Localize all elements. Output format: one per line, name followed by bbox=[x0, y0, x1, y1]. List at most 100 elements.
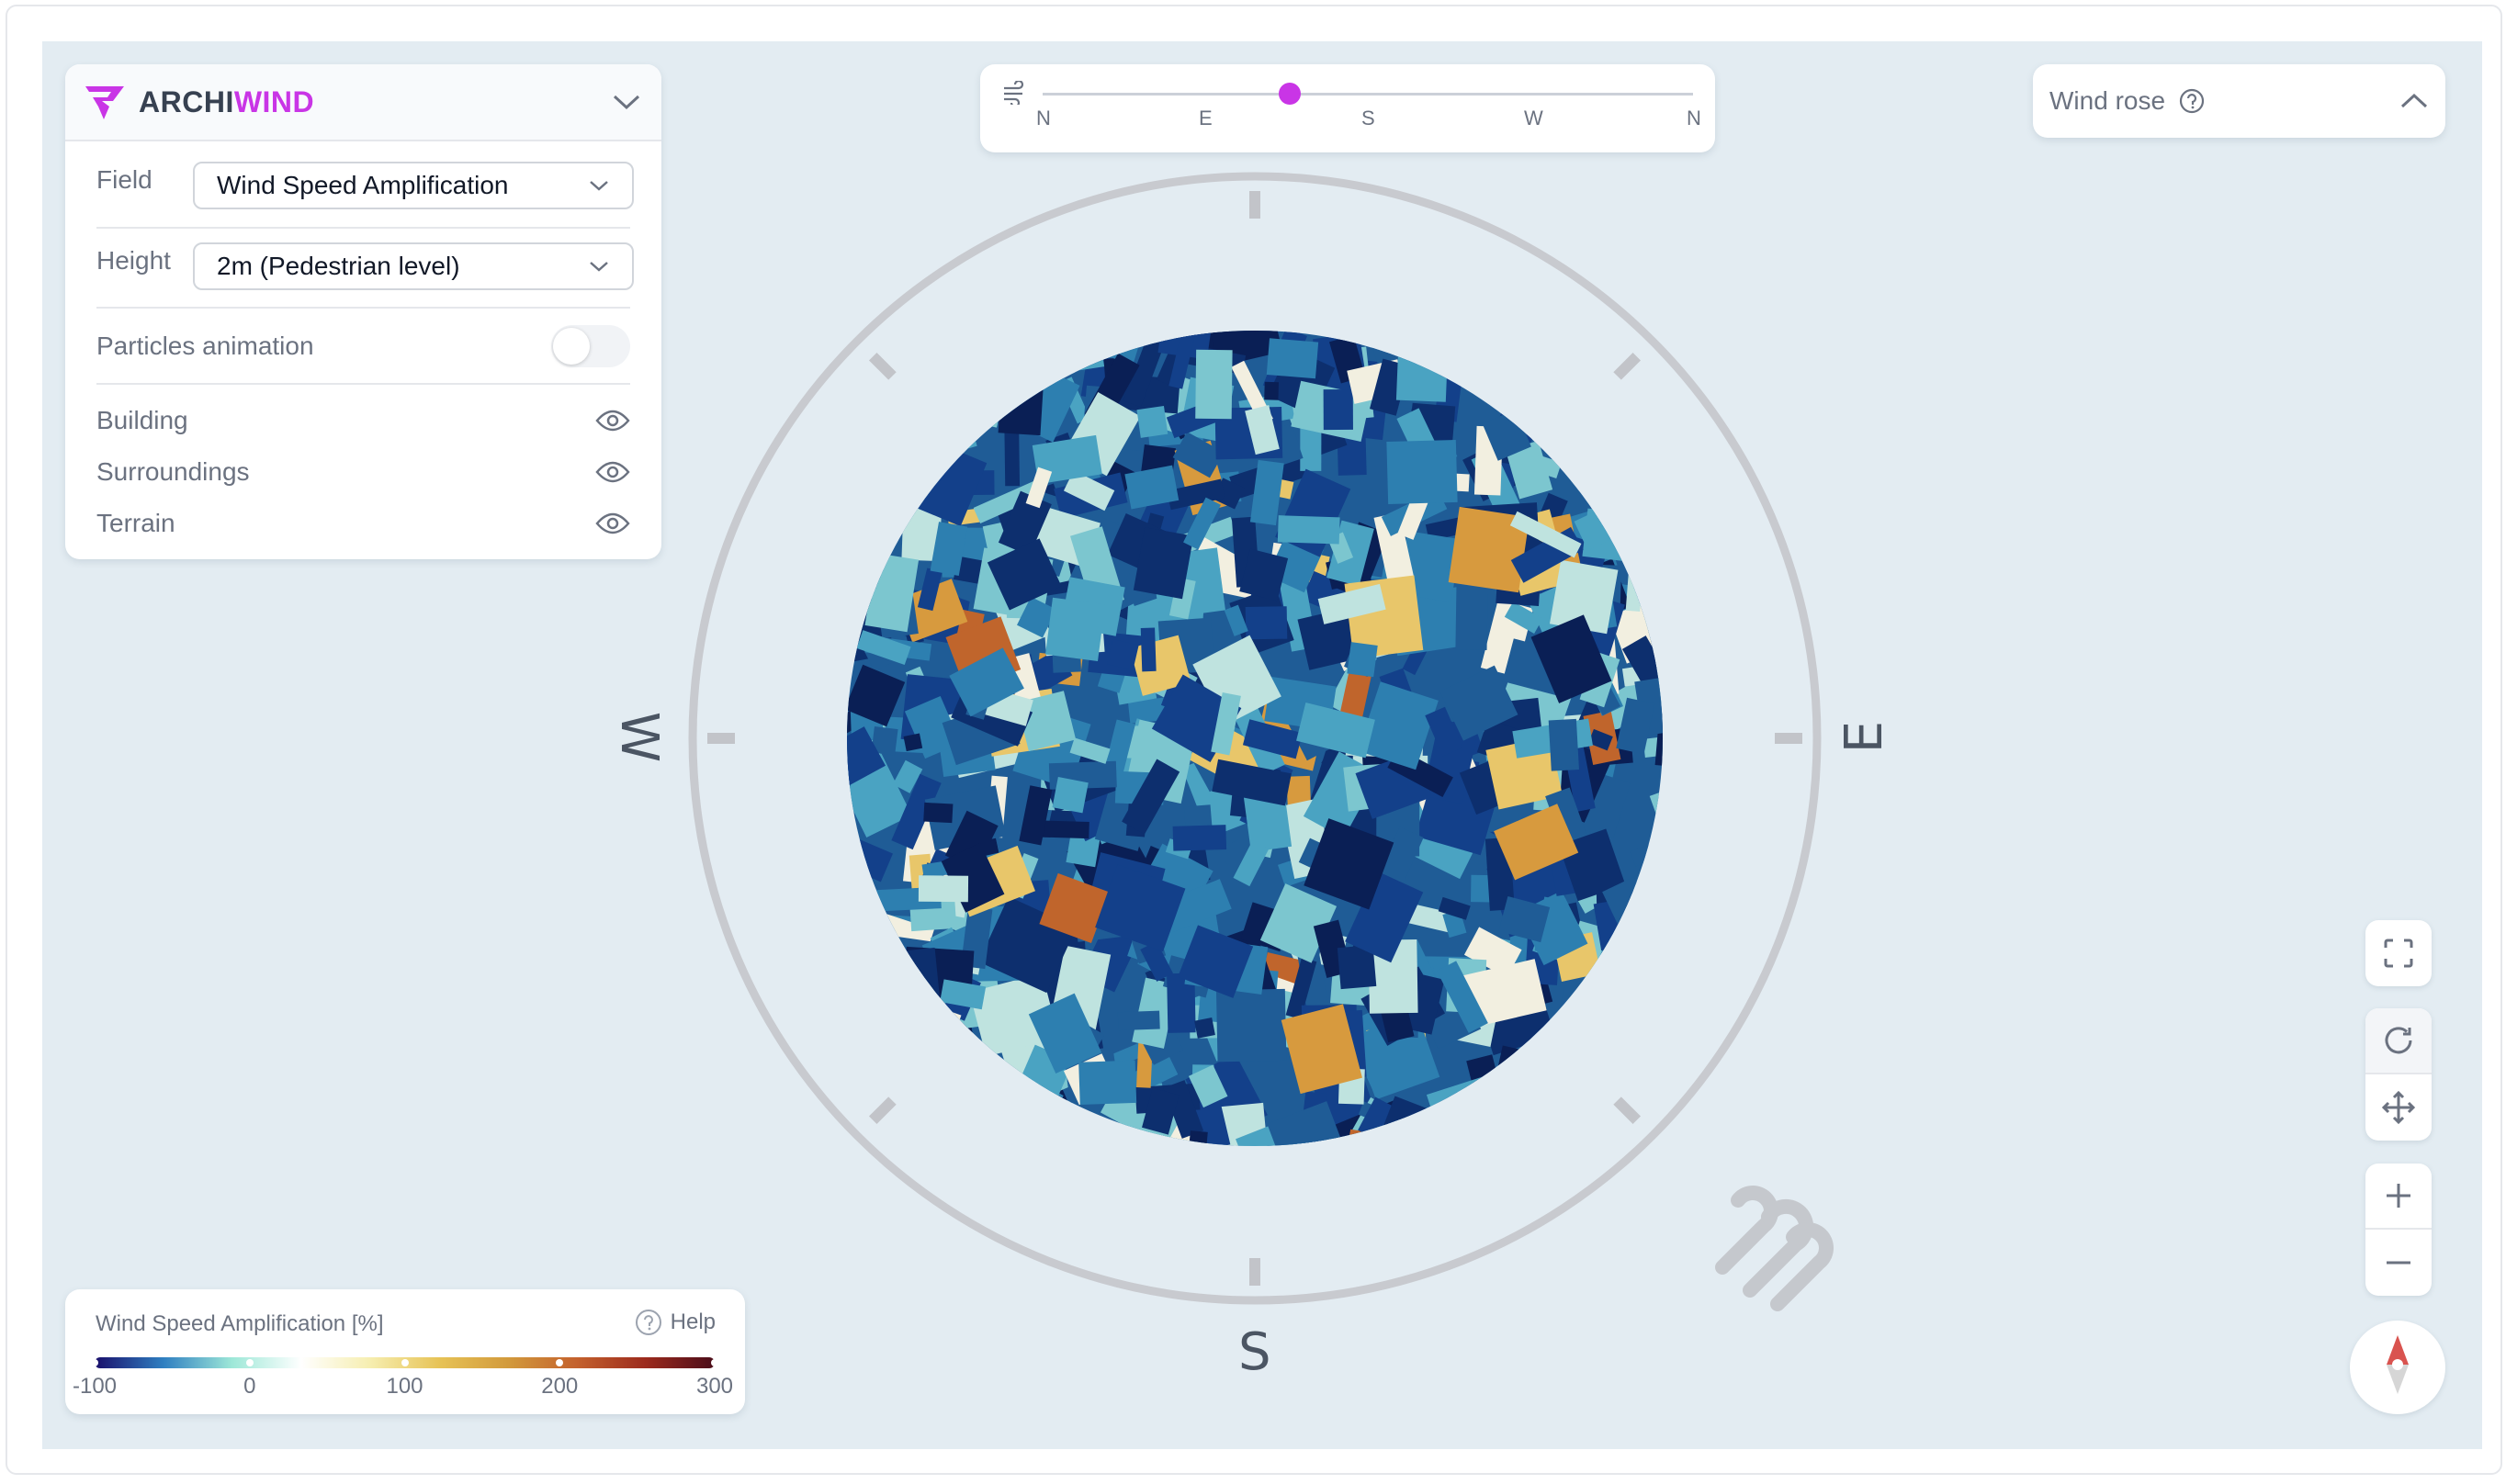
map-cell bbox=[916, 444, 988, 527]
map-cell bbox=[856, 630, 911, 665]
wind-rose-toggle[interactable]: Wind rose bbox=[2033, 64, 2445, 138]
map-cell bbox=[1004, 421, 1021, 487]
map-cell bbox=[847, 726, 886, 793]
map-cell bbox=[1052, 777, 1089, 814]
map-cell bbox=[1323, 388, 1353, 431]
map-cell bbox=[1036, 230, 1078, 287]
map-cell bbox=[1461, 248, 1541, 320]
slider-tick-label: S bbox=[1361, 107, 1375, 129]
map-cell bbox=[1598, 966, 1663, 996]
map-cell bbox=[918, 875, 969, 903]
map-cell bbox=[1032, 331, 1099, 354]
zoom-in-button[interactable] bbox=[2365, 1164, 2432, 1230]
map-cell bbox=[1337, 944, 1377, 990]
map-cell bbox=[1494, 804, 1579, 881]
map-cell bbox=[1140, 940, 1173, 982]
eye-icon[interactable] bbox=[595, 408, 630, 433]
field-select[interactable]: Wind Speed Amplification bbox=[193, 162, 634, 209]
map-cell bbox=[969, 972, 1059, 1057]
minus-icon bbox=[2387, 1261, 2410, 1265]
map-cell bbox=[923, 802, 954, 824]
map-cell bbox=[1321, 1177, 1407, 1252]
particles-toggle[interactable] bbox=[551, 325, 630, 367]
height-select[interactable]: 2m (Pedestrian level) bbox=[193, 242, 634, 290]
map-cell bbox=[1069, 737, 1111, 764]
map-cell bbox=[1095, 1176, 1135, 1242]
compass-tick bbox=[1613, 352, 1642, 380]
map-cell bbox=[1602, 406, 1640, 478]
panel-header[interactable]: ARCHIWIND bbox=[65, 64, 661, 141]
map-cell bbox=[1509, 511, 1582, 558]
zoom-out-button[interactable] bbox=[2365, 1230, 2432, 1296]
help-button[interactable]: Help bbox=[634, 1308, 716, 1337]
map-cell bbox=[1373, 512, 1415, 586]
slider-tick-label: E bbox=[1199, 107, 1213, 129]
map-cell bbox=[1242, 719, 1303, 759]
map-cell bbox=[1178, 925, 1254, 998]
wind-icon bbox=[1004, 81, 1024, 105]
fullscreen-icon bbox=[2384, 939, 2413, 968]
map-cell bbox=[998, 387, 1044, 436]
help-icon[interactable] bbox=[2178, 87, 2206, 115]
map-cell bbox=[1225, 1153, 1291, 1230]
wind-field-map[interactable] bbox=[787, 229, 1822, 1330]
map-cell bbox=[1215, 988, 1287, 1062]
map-cell bbox=[1621, 502, 1653, 558]
map-cell bbox=[1167, 972, 1196, 1033]
map-cell bbox=[1338, 666, 1372, 722]
rotate-button[interactable] bbox=[2365, 1008, 2432, 1074]
map-cell bbox=[1368, 939, 1418, 1014]
map-cell bbox=[1358, 681, 1439, 770]
map-cell bbox=[1317, 583, 1386, 624]
map-cell bbox=[1345, 1129, 1383, 1146]
fullscreen-button[interactable] bbox=[2365, 920, 2432, 986]
map-cell bbox=[1277, 515, 1340, 545]
map-cell bbox=[1531, 1096, 1605, 1146]
map-cell bbox=[1554, 331, 1611, 376]
map-cell bbox=[1587, 728, 1613, 751]
pan-button[interactable] bbox=[2365, 1074, 2432, 1141]
map-cell bbox=[847, 664, 906, 727]
map-cell bbox=[1445, 331, 1481, 358]
chevron-up-icon[interactable] bbox=[2399, 92, 2429, 110]
legend-tick-label: 0 bbox=[243, 1374, 256, 1399]
map-cell bbox=[1397, 490, 1430, 540]
map-cell bbox=[1172, 825, 1227, 851]
slider-thumb[interactable] bbox=[1279, 83, 1302, 105]
map-cell bbox=[1504, 601, 1543, 634]
map-cell bbox=[1167, 478, 1225, 511]
map-cell bbox=[1017, 596, 1057, 638]
map-cell bbox=[940, 979, 987, 1010]
map-cell bbox=[1136, 406, 1168, 438]
slider-track[interactable] bbox=[1043, 93, 1693, 96]
archiwind-logo-icon bbox=[85, 86, 124, 119]
map-cell bbox=[1460, 1186, 1508, 1218]
layer-label-surroundings: Surroundings bbox=[96, 457, 250, 486]
map-cell bbox=[1723, 827, 1798, 895]
map-cell bbox=[1504, 373, 1535, 411]
compass-button[interactable] bbox=[2350, 1321, 2445, 1414]
map-cell bbox=[1561, 1082, 1597, 1133]
layer-label-terrain: Terrain bbox=[96, 509, 175, 537]
map-cell bbox=[1194, 1017, 1215, 1039]
map-cell bbox=[1484, 1006, 1555, 1056]
eye-icon[interactable] bbox=[595, 511, 630, 536]
map-cell bbox=[1669, 475, 1740, 525]
map-cell bbox=[1259, 883, 1338, 963]
legend-tick-dot bbox=[245, 1359, 254, 1366]
map-cell bbox=[1044, 1180, 1064, 1202]
map-cell bbox=[1475, 1127, 1531, 1146]
map-cell bbox=[930, 522, 968, 577]
map-cell bbox=[1124, 465, 1180, 510]
compass-needle-icon bbox=[2387, 1335, 2409, 1394]
map-cell bbox=[1304, 818, 1394, 910]
color-legend: Wind Speed Amplification [%] Help -100 0 1… bbox=[65, 1289, 745, 1414]
eye-icon[interactable] bbox=[595, 459, 630, 485]
wind-icon bbox=[1715, 1186, 1834, 1311]
map-cell bbox=[847, 981, 858, 1015]
map-cell bbox=[1654, 865, 1663, 906]
chevron-down-icon[interactable] bbox=[612, 93, 641, 111]
map-cell bbox=[865, 457, 898, 478]
